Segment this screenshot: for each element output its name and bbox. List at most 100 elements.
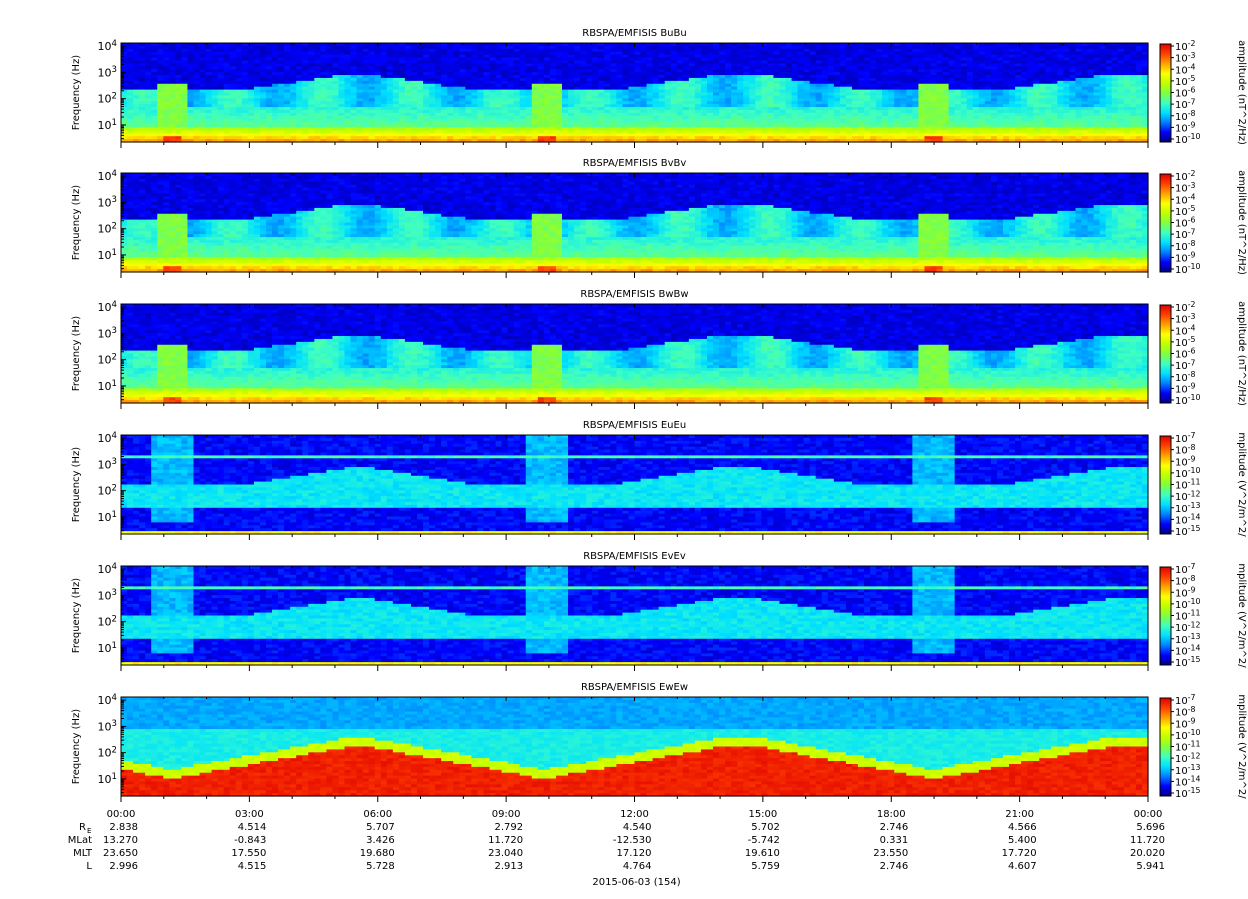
ephemeris-value: 5.702 xyxy=(751,822,780,833)
time-tick-label: 15:00 xyxy=(748,809,777,820)
y-tick-label: 103 xyxy=(98,326,117,340)
y-tick-label: 102 xyxy=(98,352,117,366)
ephemeris-row-label: MLat xyxy=(68,835,92,846)
y-axis-label: Frequency (Hz) xyxy=(71,578,82,654)
colorbar-gradient xyxy=(1160,698,1171,796)
colorbar-gradient xyxy=(1160,174,1171,272)
ephemeris-value: 20.020 xyxy=(1130,848,1165,859)
y-tick-label: 104 xyxy=(98,562,117,576)
spectrogram-heatmap xyxy=(121,697,1149,797)
ephemeris-value: 2.838 xyxy=(109,822,138,833)
ephemeris-row-label: R xyxy=(79,822,86,833)
panel-title: RBSPA/EMFISIS EwEw xyxy=(581,682,688,693)
colorbar: 10-710-810-910-1010-1110-1210-1310-1410-… xyxy=(1160,431,1247,538)
time-tick-label: 12:00 xyxy=(620,809,649,820)
ephemeris-value: 2.913 xyxy=(494,861,523,872)
colorbar-gradient xyxy=(1160,436,1171,534)
y-tick-label: 103 xyxy=(98,195,117,209)
spectrogram-heatmap xyxy=(121,304,1149,404)
spectrogram-panel: RBSPA/EMFISIS EwEw 104 103 102 101 Frequency … xyxy=(71,682,1247,802)
ephemeris-value: 0.331 xyxy=(880,835,909,846)
ephemeris-value: 4.566 xyxy=(1008,822,1037,833)
ephemeris-value: 4.764 xyxy=(623,861,652,872)
colorbar-tick-label: 10-10 xyxy=(1175,393,1201,407)
colorbar: 10-210-310-410-510-610-710-810-910-10 amp… xyxy=(1160,300,1247,407)
ephemeris-value: 11.720 xyxy=(1130,835,1165,846)
y-tick-label: 104 xyxy=(98,431,117,445)
ephemeris-value: 5.728 xyxy=(366,861,395,872)
y-tick-label: 101 xyxy=(98,510,117,524)
time-tick-label: 09:00 xyxy=(492,809,521,820)
spectrogram-panel: RBSPA/EMFISIS EuEu 104 103 102 101 Frequency … xyxy=(71,420,1247,540)
spectrogram-panel: RBSPA/EMFISIS BvBv 104 103 102 101 Frequency … xyxy=(71,158,1247,278)
y-axis-label: Frequency (Hz) xyxy=(71,185,82,261)
panel-title: RBSPA/EMFISIS EvEv xyxy=(583,551,686,562)
y-tick-label: 101 xyxy=(98,641,117,655)
date-label: 2015-06-03 (154) xyxy=(592,877,680,888)
y-tick-label: 102 xyxy=(98,483,117,497)
colorbar: 10-210-310-410-510-610-710-810-910-10 amp… xyxy=(1160,169,1247,276)
ephemeris-value: 2.746 xyxy=(880,822,909,833)
y-tick-label: 104 xyxy=(98,693,117,707)
y-tick-label: 102 xyxy=(98,221,117,235)
ephemeris-value: 17.550 xyxy=(231,848,266,859)
ephemeris-value: 19.680 xyxy=(360,848,395,859)
ephemeris-value: 3.426 xyxy=(366,835,395,846)
y-tick-label: 102 xyxy=(98,745,117,759)
y-tick-label: 101 xyxy=(98,772,117,786)
y-tick-label: 101 xyxy=(98,118,117,132)
y-tick-label: 103 xyxy=(98,457,117,471)
spectrogram-heatmap xyxy=(121,435,1149,535)
y-tick-label: 101 xyxy=(98,248,117,262)
colorbar-label: mplitude (V^2/m^2/ xyxy=(1236,563,1247,668)
ephemeris-value: 23.040 xyxy=(488,848,523,859)
colorbar-tick-label: 10-15 xyxy=(1175,786,1201,800)
y-tick-label: 103 xyxy=(98,719,117,733)
colorbar: 10-710-810-910-1010-1110-1210-1310-1410-… xyxy=(1160,693,1247,800)
ephemeris-row-label: L xyxy=(86,861,92,872)
ephemeris-value: 4.607 xyxy=(1008,861,1037,872)
y-axis-label: Frequency (Hz) xyxy=(71,709,82,785)
y-tick-label: 101 xyxy=(98,379,117,393)
y-tick-label: 103 xyxy=(98,65,117,79)
colorbar-label: amplitude (nT^2/Hz) xyxy=(1236,40,1247,145)
y-tick-label: 103 xyxy=(98,588,117,602)
y-tick-label: 102 xyxy=(98,91,117,105)
y-axis-label: Frequency (Hz) xyxy=(71,316,82,392)
ephemeris-value: 23.550 xyxy=(873,848,908,859)
y-tick-label: 104 xyxy=(98,169,117,183)
spectrogram-panel: RBSPA/EMFISIS BwBw104103102101Frequency … xyxy=(71,289,1247,409)
ephemeris-value: 17.720 xyxy=(1002,848,1037,859)
ephemeris-value: 19.610 xyxy=(745,848,780,859)
time-tick-label: 06:00 xyxy=(363,809,392,820)
colorbar-label: amplitude (nT^2/Hz) xyxy=(1236,301,1247,406)
time-tick-label: 21:00 xyxy=(1005,809,1034,820)
spectrogram-heatmap xyxy=(121,173,1149,273)
ephemeris-value: -12.530 xyxy=(613,835,652,846)
y-tick-label: 102 xyxy=(98,614,117,628)
ephemeris-value: 5.400 xyxy=(1008,835,1037,846)
ephemeris-value: 2.996 xyxy=(109,861,138,872)
spectrogram-heatmap xyxy=(121,566,1149,666)
ephemeris-value: -0.843 xyxy=(234,835,266,846)
panel-title: RBSPA/EMFISIS BuBu xyxy=(582,28,686,39)
panel-title: RBSPA/EMFISIS BvBv xyxy=(583,158,687,169)
time-tick-label: 00:00 xyxy=(107,809,136,820)
y-axis-label: Frequency (Hz) xyxy=(71,447,82,523)
panel-title: RBSPA/EMFISIS EuEu xyxy=(583,420,686,431)
colorbar-gradient xyxy=(1160,305,1171,403)
colorbar-tick-label: 10-10 xyxy=(1175,262,1201,276)
colorbar-label: amplitude (nT^2/Hz) xyxy=(1236,170,1247,275)
colorbar-tick-label: 10-15 xyxy=(1175,655,1201,669)
colorbar-gradient xyxy=(1160,567,1171,665)
spectrogram-panel: RBSPA/EMFISIS BuBu104103102101Frequency … xyxy=(71,28,1247,148)
ephemeris-value: 2.792 xyxy=(494,822,523,833)
spectrogram-panel: RBSPA/EMFISIS EvEv 104 103 102 101 Frequency … xyxy=(71,551,1247,671)
time-tick-label: 03:00 xyxy=(235,809,264,820)
ephemeris-value: 5.941 xyxy=(1136,861,1165,872)
colorbar-label: mplitude (V^2/m^2/ xyxy=(1236,432,1247,537)
time-tick-label: 00:00 xyxy=(1134,809,1163,820)
ephemeris-value: 5.696 xyxy=(1136,822,1165,833)
